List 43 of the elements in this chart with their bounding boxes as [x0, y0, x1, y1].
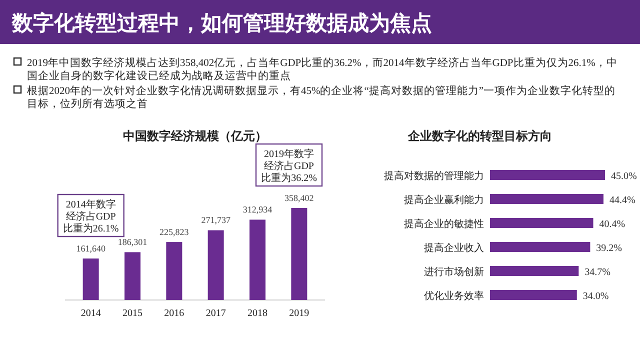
text: 根据2020年的一次针对企业数字化情况调研数据显示，有45%的企业将“提高对数据的管理能力”一项作为企业数字化转型的目标，位列所有选项之首 [27, 84, 616, 110]
x-tick-label: 2017 [206, 308, 226, 319]
bar [82, 258, 99, 300]
data-label: 44.4% [609, 195, 636, 206]
bar [250, 220, 266, 300]
data-label: 186,301 [118, 237, 148, 248]
data-label: 358,402 [284, 193, 314, 203]
annotation: 2019年数字经济占GDP比重为36.2% [261, 148, 317, 184]
bar [490, 218, 594, 228]
x-tick-label: 2019 [289, 308, 310, 319]
bar [490, 194, 604, 204]
y-tick-label: 提高企业赢利能力 [404, 194, 484, 206]
bar [124, 252, 140, 300]
bar [490, 170, 605, 180]
x-tick-label: 2018 [248, 308, 268, 319]
annotation: 2014年数字经济占GDP比重为26.1% [62, 198, 119, 235]
data-label: 45.0% [611, 171, 637, 182]
y-tick-label: 提高对数据的管理能力 [384, 170, 484, 182]
data-label: 312,934 [242, 204, 273, 215]
bar [490, 290, 577, 300]
chart-title: 中国数字经济规模（亿元） [123, 129, 267, 143]
data-label: 34.0% [582, 291, 609, 302]
y-tick-label: 进行市场创新 [424, 266, 484, 278]
y-tick-label: 优化业务效率 [424, 290, 484, 302]
data-label: 225,823 [160, 227, 190, 238]
bar [166, 242, 182, 300]
data-label: 39.2% [596, 243, 622, 254]
data-label: 161,640 [76, 244, 106, 254]
y-tick-label: 提高企业收入 [424, 242, 484, 254]
text: 数字化转型过程中，如何管理好数据成为焦点 [11, 11, 432, 35]
bar [490, 266, 579, 276]
data-label: 40.4% [599, 219, 626, 230]
bar [208, 230, 224, 300]
chart-title: 企业数字化的转型目标方向 [407, 129, 552, 143]
x-tick-label: 2015 [122, 308, 142, 319]
data-label: 271,737 [201, 215, 231, 226]
x-tick-label: 2016 [164, 308, 184, 319]
x-tick-label: 2014 [80, 308, 101, 319]
text: 2019年中国数字经济规模占达到358,402亿元，占当年GDP比重的36.2%，而2014年数字经济占当年GDP比重为仅为26.1%，中国企业自身的数字化建设已经成为战略及运营中的重点 [27, 56, 618, 82]
bar [490, 242, 590, 252]
y-tick-label: 提高企业的敏捷性 [404, 218, 484, 230]
data-label: 34.7% [584, 267, 611, 278]
bar [291, 208, 308, 300]
